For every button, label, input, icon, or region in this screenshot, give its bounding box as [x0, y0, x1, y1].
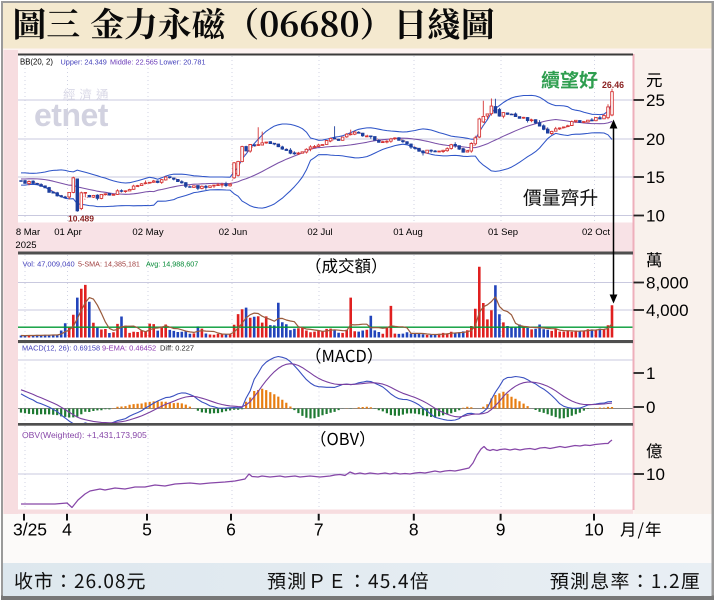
svg-text:4: 4 [62, 520, 72, 540]
svg-text:8 Mar: 8 Mar [16, 227, 40, 238]
svg-text:02 Jun: 02 Jun [219, 227, 248, 238]
svg-text:OBV(Weighted): +1,431,173,905: OBV(Weighted): +1,431,173,905 [22, 430, 147, 440]
svg-text:7: 7 [314, 520, 324, 540]
svg-text:8: 8 [409, 520, 419, 540]
svg-text:20: 20 [646, 130, 665, 149]
svg-text:01 Aug: 01 Aug [393, 227, 423, 238]
svg-text:BB(20, 2): BB(20, 2) [20, 58, 53, 67]
svg-text:10.489: 10.489 [68, 214, 94, 224]
svg-text:8,000: 8,000 [646, 274, 689, 293]
svg-text:02 May: 02 May [132, 227, 163, 238]
svg-text:6: 6 [226, 520, 236, 540]
svg-text:0: 0 [646, 398, 655, 417]
svg-text:10: 10 [584, 520, 604, 540]
svg-text:etnet: etnet [34, 97, 109, 133]
svg-text:Upper: 24.349: Upper: 24.349 [61, 58, 107, 67]
svg-text:02 Oct: 02 Oct [582, 227, 610, 238]
svg-text:9-EMA: 0.46452: 9-EMA: 0.46452 [102, 344, 156, 353]
svg-text:10: 10 [646, 465, 665, 484]
svg-text:Vol: 47,009,040: Vol: 47,009,040 [23, 260, 75, 269]
svg-text:26.46: 26.46 [602, 80, 624, 90]
svg-text:Avg: 14,988,607: Avg: 14,988,607 [146, 260, 198, 269]
svg-text:25: 25 [646, 91, 665, 110]
svg-text:Middle: 22.565: Middle: 22.565 [110, 58, 158, 67]
svg-text:9: 9 [496, 520, 506, 540]
svg-text:01 Apr: 01 Apr [54, 227, 81, 238]
svg-text:3/25: 3/25 [13, 520, 47, 540]
svg-text:Lower: 20.781: Lower: 20.781 [159, 58, 205, 67]
svg-text:02 Jul: 02 Jul [307, 227, 332, 238]
svg-text:4,000: 4,000 [646, 301, 689, 320]
svg-text:10: 10 [646, 207, 665, 226]
svg-text:5: 5 [142, 520, 152, 540]
svg-text:01 Sep: 01 Sep [488, 227, 518, 238]
svg-text:1: 1 [646, 364, 655, 383]
svg-text:5-SMA: 14,385,181: 5-SMA: 14,385,181 [78, 260, 140, 269]
svg-text:MACD(12, 26): 0.69158: MACD(12, 26): 0.69158 [22, 344, 100, 353]
svg-text:Diff: 0.227: Diff: 0.227 [160, 344, 194, 353]
svg-text:15: 15 [646, 168, 665, 187]
svg-text:2025: 2025 [15, 240, 36, 251]
